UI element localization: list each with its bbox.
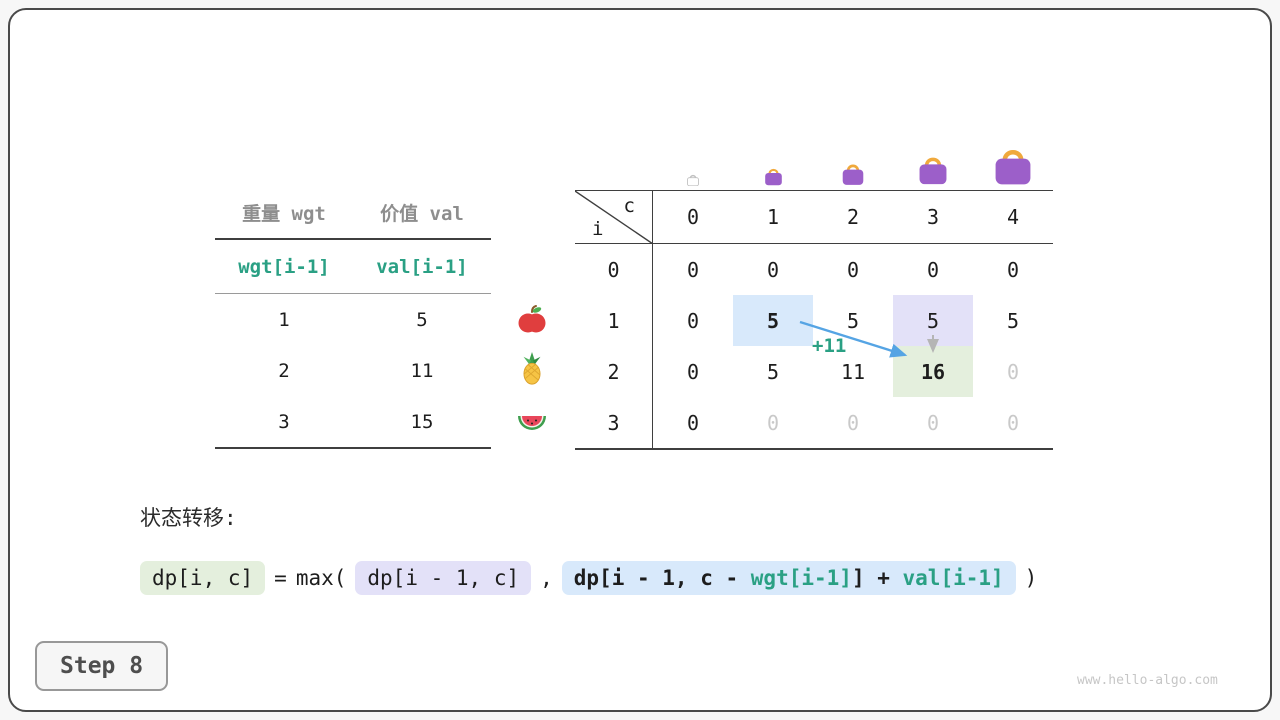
bag-icon-2 — [842, 164, 864, 185]
formula-take-mid: ] + — [851, 566, 903, 590]
bag-icon-3 — [919, 158, 947, 185]
dp-row-1: 1 0 5 5 5 5 — [575, 295, 1053, 346]
dp-table: c i 0 1 2 3 4 0 0 0 0 0 0 1 0 5 5 5 5 2 — [575, 190, 1053, 450]
dp-cell-0-3: 0 — [926, 257, 940, 282]
formula-take-prefix: dp[i - 1, c - — [573, 566, 751, 590]
dp-header-row: c i 0 1 2 3 4 — [575, 191, 1053, 244]
dp-row-3: 3 0 0 0 0 0 — [575, 397, 1053, 448]
formula-equals: = — [274, 566, 287, 590]
items-table: 重量 wgt 价值 val wgt[i-1] val[i-1] 1 5 2 11… — [215, 186, 491, 449]
items-formula-wgt: wgt[i-1] — [238, 255, 330, 278]
item-1-value: 5 — [416, 308, 428, 331]
item-row-2: 2 11 — [215, 345, 491, 396]
dp-cell-2-0: 0 — [686, 359, 700, 384]
formula-comma: , — [540, 566, 553, 590]
dp-cell-1-3: 5 — [893, 295, 973, 346]
dp-row-label-1: 1 — [575, 295, 653, 346]
pineapple-icon — [516, 352, 548, 386]
apple-icon — [516, 303, 548, 337]
dp-cell-3-4: 0 — [1006, 410, 1020, 435]
formula-take-val: val[i-1] — [902, 566, 1004, 590]
dp-cell-0-2: 0 — [846, 257, 860, 282]
formula-max-open: max( — [295, 566, 347, 590]
item-2-weight: 2 — [278, 359, 290, 382]
dp-row-label-2: 2 — [575, 346, 653, 397]
dp-col-header-0: 0 — [686, 205, 700, 229]
watermark: www.hello-algo.com — [1077, 673, 1218, 688]
bag-icon-0 — [687, 174, 699, 186]
items-header-weight: 重量 wgt — [242, 202, 326, 225]
formula-dp-current: dp[i, c] — [140, 561, 266, 595]
dp-cell-3-2: 0 — [846, 410, 860, 435]
items-header-value: 价值 val — [380, 202, 464, 225]
bag-slot-3 — [893, 153, 973, 186]
diagonal-divider — [575, 191, 653, 244]
dp-corner-cell: c i — [575, 191, 653, 244]
dp-cell-2-4: 0 — [1006, 359, 1020, 384]
dp-cell-0-4: 0 — [1006, 257, 1020, 282]
dp-corner-col-var: c — [623, 195, 635, 217]
dp-cell-0-1: 0 — [766, 257, 780, 282]
dp-row-0: 0 0 0 0 0 0 — [575, 244, 1053, 295]
formula-dp-skip: dp[i - 1, c] — [355, 561, 532, 595]
dp-cell-2-1: 5 — [766, 359, 780, 384]
item-row-1: 1 5 — [215, 294, 491, 345]
step-badge: Step 8 — [35, 641, 169, 691]
dp-cell-3-0: 0 — [686, 410, 700, 435]
bag-slot-0 — [653, 173, 733, 186]
annotation-plus-value: +11 — [812, 335, 847, 357]
item-2-value: 11 — [410, 359, 434, 382]
formula-label: 状态转移: — [140, 506, 237, 530]
item-3-weight: 3 — [278, 410, 290, 433]
bag-slot-4 — [973, 144, 1053, 186]
watermelon-icon — [516, 406, 548, 440]
dp-cell-1-1: 5 — [733, 295, 813, 346]
state-transition-formula: dp[i, c] = max( dp[i - 1, c] , dp[i - 1,… — [140, 561, 1037, 595]
bag-icon-1 — [764, 168, 782, 186]
dp-col-header-3: 3 — [926, 205, 940, 229]
item-row-3: 3 15 — [215, 396, 491, 447]
formula-take-wgt: wgt[i-1] — [750, 566, 852, 590]
items-formula-row: wgt[i-1] val[i-1] — [215, 240, 491, 294]
bag-slot-2 — [813, 161, 893, 186]
items-table-header: 重量 wgt 价值 val — [215, 186, 491, 240]
dp-col-header-4: 4 — [1006, 205, 1020, 229]
capacity-bags — [653, 124, 1053, 186]
item-1-weight: 1 — [278, 308, 290, 331]
dp-cell-1-0: 0 — [686, 308, 700, 333]
dp-cell-2-3: 16 — [893, 346, 973, 397]
formula-dp-take: dp[i - 1, c - wgt[i-1]] + val[i-1] — [561, 561, 1016, 595]
dp-col-header-2: 2 — [846, 205, 860, 229]
dp-row-label-0: 0 — [575, 244, 653, 295]
dp-row-label-3: 3 — [575, 397, 653, 448]
dp-col-header-1: 1 — [766, 205, 780, 229]
items-formula-val: val[i-1] — [376, 255, 468, 278]
dp-cell-1-4: 5 — [1006, 308, 1020, 333]
dp-cell-0-0: 0 — [686, 257, 700, 282]
formula-close-paren: ) — [1024, 566, 1038, 590]
bag-slot-1 — [733, 166, 813, 186]
bag-icon-4 — [995, 149, 1031, 185]
dp-cell-3-1: 0 — [766, 410, 780, 435]
dp-row-2: 2 0 5 11 16 0 — [575, 346, 1053, 397]
dp-cell-3-3: 0 — [926, 410, 940, 435]
dp-corner-row-var: i — [592, 218, 604, 240]
dp-cell-2-2: 11 — [840, 359, 866, 384]
item-3-value: 15 — [410, 410, 434, 433]
